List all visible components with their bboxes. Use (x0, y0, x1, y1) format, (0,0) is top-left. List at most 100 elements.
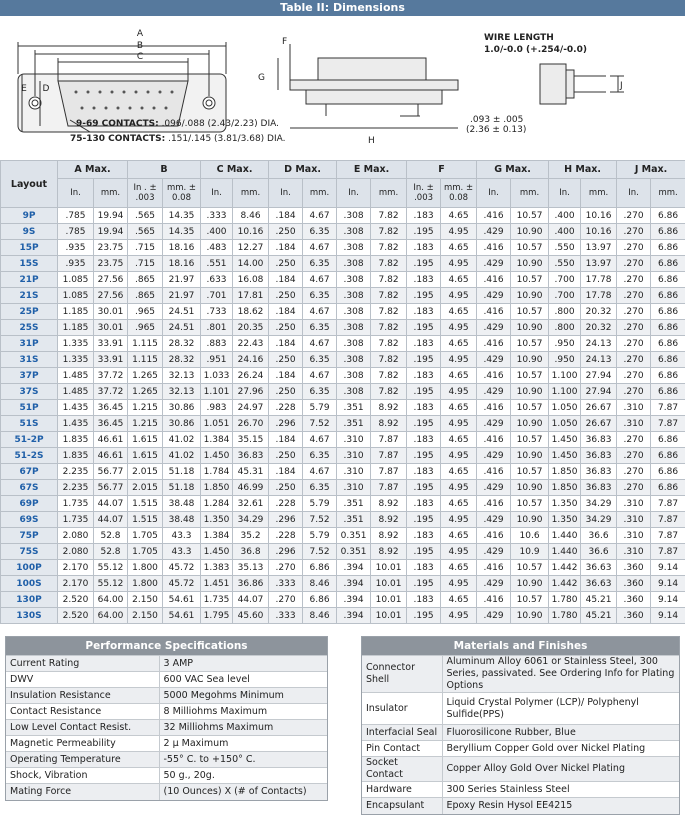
value-cell: 45.31 (233, 464, 269, 480)
value-cell: 10.90 (511, 352, 549, 368)
value-cell: 4.67 (303, 240, 337, 256)
spec-value: 8 Milliohms Maximum (159, 704, 327, 720)
value-cell: .270 (617, 464, 651, 480)
value-cell: .483 (201, 240, 233, 256)
value-cell: 6.35 (303, 256, 337, 272)
value-cell: .785 (58, 208, 94, 224)
value-cell: 1.265 (128, 368, 163, 384)
value-cell: 35.15 (233, 432, 269, 448)
value-cell: 37.72 (94, 384, 128, 400)
value-cell: 46.99 (233, 480, 269, 496)
value-cell: 20.32 (581, 320, 617, 336)
layout-cell: 51S (1, 416, 58, 432)
value-cell: .416 (477, 400, 511, 416)
value-cell: 9.14 (651, 576, 685, 592)
value-cell: .195 (407, 544, 441, 560)
value-cell: .270 (617, 288, 651, 304)
value-cell: 7.87 (371, 432, 407, 448)
value-cell: 43.3 (163, 528, 201, 544)
value-cell: .950 (549, 352, 581, 368)
value-cell: 2.520 (58, 608, 94, 624)
layout-cell: 51-2P (1, 432, 58, 448)
unit-header: mm. (651, 179, 685, 208)
value-cell: 4.67 (303, 336, 337, 352)
wire-title: WIRE LENGTH (484, 33, 554, 43)
value-cell: .308 (337, 224, 371, 240)
value-cell: 36.83 (581, 480, 617, 496)
value-cell: .429 (477, 416, 511, 432)
value-cell: 6.35 (303, 224, 337, 240)
value-cell: 10.57 (511, 368, 549, 384)
value-cell: 1.383 (201, 560, 233, 576)
value-cell: 1.215 (128, 416, 163, 432)
value-cell: 1.335 (58, 352, 94, 368)
spec-label: DWV (6, 672, 159, 688)
value-cell: .333 (269, 576, 303, 592)
layout-cell: 100P (1, 560, 58, 576)
value-cell: 7.82 (371, 352, 407, 368)
value-cell: 10.16 (581, 208, 617, 224)
value-cell: .195 (407, 320, 441, 336)
value-cell: 4.65 (441, 592, 477, 608)
value-cell: 27.56 (94, 272, 128, 288)
value-cell: .183 (407, 560, 441, 576)
spec-value: 5000 Megohms Minimum (159, 688, 327, 704)
value-cell: 24.16 (233, 352, 269, 368)
contact-text: .151/.145 (3.81/3.68) DIA. (168, 134, 285, 144)
group-header: D Max. (269, 161, 337, 179)
value-cell: 1.265 (128, 384, 163, 400)
value-cell: .270 (617, 432, 651, 448)
value-cell: 1.705 (128, 544, 163, 560)
wire-text: 1.0/-0.0 (+.254/-0.0) (484, 45, 587, 55)
value-cell: 38.48 (163, 496, 201, 512)
value-cell: 44.07 (94, 512, 128, 528)
value-cell: .228 (269, 400, 303, 416)
value-cell: 4.95 (441, 448, 477, 464)
value-cell: .250 (269, 448, 303, 464)
value-cell: 10.90 (511, 288, 549, 304)
value-cell: 36.45 (94, 400, 128, 416)
value-cell: 4.65 (441, 272, 477, 288)
spec-value: Fluorosilicone Rubber, Blue (442, 725, 679, 741)
value-cell: .310 (617, 400, 651, 416)
value-cell: 4.65 (441, 464, 477, 480)
value-cell: 6.86 (651, 432, 685, 448)
layout-cell: 130P (1, 592, 58, 608)
value-cell: .715 (128, 256, 163, 272)
value-cell: 4.95 (441, 224, 477, 240)
dim-label: H (368, 136, 375, 146)
pin-dim: .093 ± .005 (470, 115, 523, 125)
value-cell: .394 (337, 560, 371, 576)
value-cell: 17.81 (233, 288, 269, 304)
value-cell: 10.57 (511, 464, 549, 480)
spec-label: Insulator (362, 693, 442, 725)
value-cell: 10.01 (371, 576, 407, 592)
value-cell: 1.101 (201, 384, 233, 400)
value-cell: .310 (617, 512, 651, 528)
layout-cell: 69S (1, 512, 58, 528)
value-cell: 6.86 (651, 464, 685, 480)
value-cell: .785 (58, 224, 94, 240)
value-cell: 51.18 (163, 464, 201, 480)
value-cell: .801 (201, 320, 233, 336)
value-cell: 2.235 (58, 464, 94, 480)
value-cell: 6.35 (303, 480, 337, 496)
value-cell: 10.90 (511, 384, 549, 400)
value-cell: .950 (549, 336, 581, 352)
value-cell: 1.780 (549, 608, 581, 624)
value-cell: 6.86 (651, 448, 685, 464)
dim-label: G (258, 73, 265, 83)
value-cell: 1.440 (549, 544, 581, 560)
value-cell: 19.94 (94, 208, 128, 224)
layout-cell: 21P (1, 272, 58, 288)
value-cell: .310 (617, 416, 651, 432)
value-cell: .351 (337, 512, 371, 528)
value-cell: .351 (337, 416, 371, 432)
value-cell: .865 (128, 272, 163, 288)
value-cell: .965 (128, 320, 163, 336)
value-cell: 36.83 (581, 448, 617, 464)
